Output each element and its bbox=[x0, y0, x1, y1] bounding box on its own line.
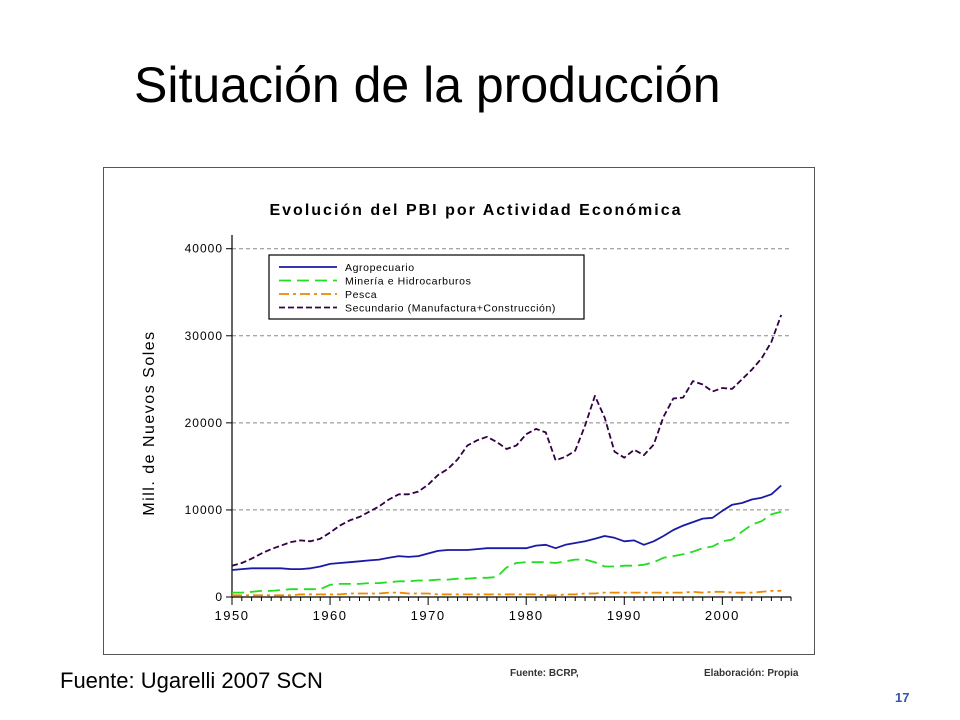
chart-figure: Evolución del PBI por Actividad Económic… bbox=[103, 167, 815, 655]
series-line-4 bbox=[231, 314, 783, 567]
line-chart: Evolución del PBI por Actividad Económic… bbox=[141, 202, 792, 623]
legend-label-2: Minería e Hidrocarburos bbox=[345, 276, 471, 288]
y-tick-label: 0 bbox=[215, 590, 223, 604]
legend-box bbox=[268, 254, 585, 320]
series-line-1 bbox=[231, 484, 782, 571]
x-tick-label: 1960 bbox=[313, 608, 348, 623]
x-tick-label: 1980 bbox=[509, 608, 544, 623]
page-number: 17 bbox=[895, 690, 910, 705]
legend: Agropecuario Minería e HidrocarburosPesca… bbox=[268, 254, 585, 320]
legend-label-3: Pesca bbox=[345, 289, 377, 301]
y-tick-label: 10000 bbox=[185, 503, 223, 517]
y-axis-label: Mill. de Nuevos Soles bbox=[141, 330, 158, 515]
legend-label-4: Secundario (Manufactura+Construcción) bbox=[345, 303, 556, 315]
slide-title: Situación de la producción bbox=[134, 57, 721, 113]
x-tick-label: 2000 bbox=[705, 608, 740, 623]
y-tick-label: 40000 bbox=[185, 242, 223, 256]
x-tick-label: 1950 bbox=[215, 608, 250, 623]
figure-source: Fuente: BCRP, bbox=[510, 668, 579, 679]
axes: 0 10000 20000 30000 40000 1950 1960 1970 1980 199… bbox=[185, 235, 792, 623]
legend-label-1: Agropecuario bbox=[345, 262, 415, 274]
slide-source: Fuente: Ugarelli 2007 SCN bbox=[60, 668, 323, 693]
x-tick-label: 1990 bbox=[607, 608, 642, 623]
y-tick-label: 30000 bbox=[185, 329, 223, 343]
chart-title: Evolución del PBI por Actividad Económic… bbox=[269, 202, 682, 219]
x-tick-label: 1970 bbox=[411, 608, 446, 623]
figure-credit: Elaboración: Propia bbox=[704, 668, 799, 679]
series-line-3 bbox=[232, 589, 782, 597]
grid bbox=[232, 248, 791, 511]
series-line-2 bbox=[232, 510, 782, 594]
series-lines bbox=[231, 314, 783, 597]
y-tick-label: 20000 bbox=[185, 416, 223, 430]
